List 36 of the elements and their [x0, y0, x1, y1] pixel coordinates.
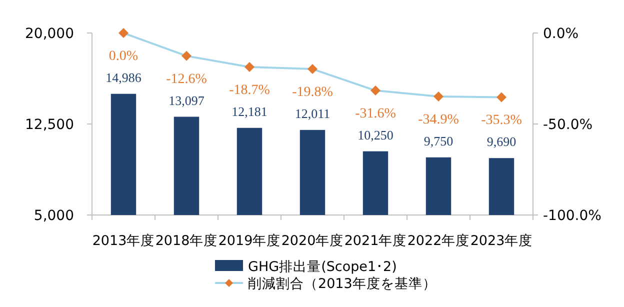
legend-label: GHG排出量(Scope1･2) — [248, 259, 397, 275]
data-label: -19.8% — [292, 85, 334, 100]
x-tick-label: 2023年度 — [470, 233, 533, 249]
data-label: 12,181 — [232, 104, 268, 119]
x-tick-label: 2022年度 — [407, 233, 470, 249]
point — [244, 62, 254, 72]
y2-tick-label: -100.0% — [543, 208, 602, 224]
x-tick-label: 2013年度 — [92, 233, 155, 249]
data-label: 9,750 — [424, 133, 454, 148]
legend-label: 削減割合（2013年度を基準） — [248, 276, 436, 292]
data-label: -35.3% — [481, 113, 522, 128]
x-tick-label: 2020年度 — [281, 233, 344, 249]
data-label: -12.6% — [166, 72, 208, 87]
point — [434, 92, 444, 102]
data-label: 13,097 — [168, 92, 205, 108]
point — [118, 28, 128, 38]
y-tick-label: 5,000 — [34, 208, 74, 224]
data-label: 12,011 — [294, 106, 330, 121]
data-label: -18.7% — [229, 83, 270, 98]
point — [370, 86, 380, 96]
data-label: -34.9% — [418, 112, 460, 128]
data-label: -31.6% — [355, 106, 396, 122]
data-label: 10,250 — [358, 127, 394, 142]
data-label: 0.0% — [108, 49, 138, 64]
y-tick-label: 12,500 — [25, 117, 74, 133]
data-label: 9,690 — [486, 134, 516, 150]
data-label: 14,986 — [106, 70, 142, 85]
y2-tick-label: 0.0% — [543, 26, 579, 42]
y-tick-label: 20,000 — [25, 26, 74, 42]
x-tick-label: 2018年度 — [155, 233, 218, 249]
y2-tick-label: -50.0% — [543, 117, 593, 133]
point — [496, 92, 506, 102]
x-tick-label: 2021年度 — [344, 233, 407, 249]
point — [182, 50, 192, 61]
point — [308, 64, 318, 74]
x-tick-label: 2019年度 — [218, 233, 281, 249]
